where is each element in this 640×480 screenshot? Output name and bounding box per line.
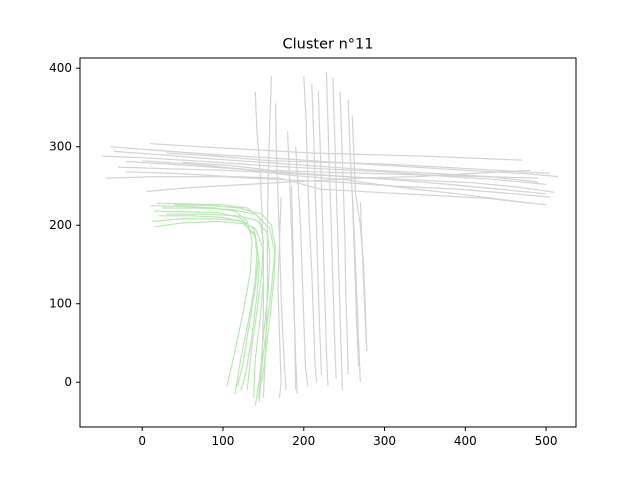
background-track-line-18 — [311, 83, 323, 375]
background-track-line-4 — [150, 143, 522, 161]
cluster-track-line-36 — [154, 220, 260, 387]
background-track-line-26 — [277, 197, 282, 399]
background-track-line-22 — [339, 91, 349, 375]
background-track-line-9 — [182, 161, 539, 179]
x-tick-label: 400 — [454, 434, 477, 448]
background-track-line-8 — [146, 169, 531, 193]
x-tick-label: 500 — [535, 434, 558, 448]
background-track-line-17 — [303, 76, 318, 383]
plot-frame — [79, 57, 577, 428]
background-track-line-21 — [332, 77, 344, 391]
cluster-tracks — [150, 202, 277, 406]
background-track-line-28 — [351, 189, 361, 383]
cluster-track-line-35 — [166, 213, 271, 406]
background-track-line-13 — [262, 76, 273, 399]
y-tick-label: 400 — [49, 61, 72, 75]
background-track-line-24 — [351, 115, 368, 351]
y-tick-label: 0 — [64, 375, 72, 389]
y-tick-label: 100 — [49, 297, 72, 311]
cluster-track-line-29 — [150, 205, 253, 387]
background-track-line-19 — [317, 90, 329, 387]
y-tick-label: 300 — [49, 140, 72, 154]
background-track-line-0 — [101, 155, 547, 185]
background-track-line-23 — [347, 99, 360, 367]
background-track-line-6 — [113, 150, 539, 183]
x-tick-label: 300 — [373, 434, 396, 448]
background-track-line-27 — [291, 185, 297, 391]
x-tick-label: 0 — [138, 434, 146, 448]
cluster-track-line-32 — [151, 218, 264, 399]
cluster-track-line-37 — [174, 204, 277, 383]
y-tick-label: 200 — [49, 218, 72, 232]
cluster-track-line-33 — [162, 207, 276, 399]
background-track-line-16 — [295, 146, 309, 387]
cluster-track-line-34 — [156, 202, 264, 391]
x-tick-label: 200 — [292, 434, 315, 448]
background-track-line-25 — [359, 201, 368, 351]
y-axis: 0 100 200 300 400 — [49, 61, 80, 389]
chart-title: Cluster n°11 — [283, 37, 374, 53]
x-axis: 0 100 200 300 400 500 — [138, 427, 558, 448]
background-track-line-10 — [125, 171, 531, 204]
background-track-line-20 — [325, 72, 337, 379]
background-track-line-11 — [166, 152, 551, 174]
x-tick-label: 100 — [212, 434, 235, 448]
